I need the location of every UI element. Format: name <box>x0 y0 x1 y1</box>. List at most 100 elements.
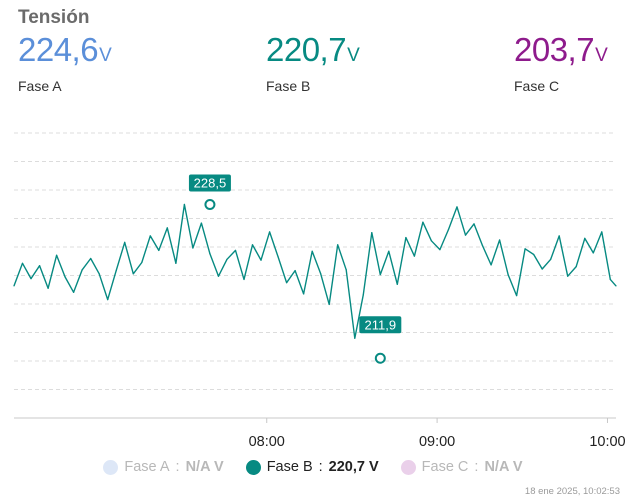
legend-label: Fase C <box>421 459 469 475</box>
data-point <box>124 241 126 243</box>
reading-value-fase-c: 203,7V <box>514 30 608 76</box>
reading-fase-b[interactable]: 220,7V Fase B <box>266 30 360 94</box>
data-point <box>601 231 603 233</box>
data-point <box>175 262 177 264</box>
x-tick-label: 08:00 <box>249 434 285 450</box>
data-point <box>456 206 458 208</box>
x-tick-label: 09:00 <box>419 434 455 450</box>
data-point <box>64 276 66 278</box>
data-point <box>396 283 398 285</box>
x-tick-label: 10:00 <box>589 434 625 450</box>
reading-value-fase-b: 220,7V <box>266 30 360 76</box>
data-point <box>200 222 203 224</box>
data-point <box>115 269 117 272</box>
data-point <box>234 249 237 252</box>
data-point <box>294 269 296 272</box>
data-point <box>217 275 220 277</box>
data-point <box>98 273 100 275</box>
data-point <box>303 293 305 295</box>
data-point <box>311 250 313 252</box>
data-point <box>226 258 228 260</box>
data-point <box>192 247 194 249</box>
data-point <box>183 203 185 206</box>
data-point <box>481 245 484 247</box>
data-point <box>268 231 271 233</box>
data-point <box>107 298 109 301</box>
reading-number: 220,7 <box>266 31 347 68</box>
voltage-line-chart[interactable]: 08:00 09:00 10:00 228,5 211,9 <box>0 120 626 455</box>
data-point <box>379 274 381 276</box>
data-point <box>55 254 58 256</box>
data-point <box>533 253 535 256</box>
data-point <box>413 255 415 257</box>
data-point <box>260 259 262 261</box>
data-point <box>337 244 339 246</box>
data-point <box>615 285 617 287</box>
legend-value: 220,7 V <box>328 459 379 475</box>
min-annotation-box <box>359 316 402 334</box>
last-updated-timestamp: 18 ene 2025, 10:02:53 <box>524 486 620 497</box>
data-point <box>209 253 211 255</box>
data-point <box>371 232 373 234</box>
data-point <box>30 278 32 280</box>
data-point <box>422 221 424 223</box>
data-point <box>320 273 322 275</box>
data-point <box>277 256 279 258</box>
data-point <box>47 287 49 289</box>
data-point <box>354 337 356 339</box>
legend-dot-fase-b <box>245 459 261 475</box>
reading-label-fase-b: Fase B <box>266 78 311 94</box>
data-point <box>13 285 15 287</box>
data-point <box>328 303 330 306</box>
data-point <box>149 235 151 237</box>
data-point <box>141 261 143 264</box>
legend-value: N/A V <box>185 459 224 475</box>
legend-item-fase-c[interactable]: Fase C: N/A V <box>400 459 523 475</box>
data-point <box>132 273 134 275</box>
legend-label: Fase B <box>266 459 313 475</box>
series-line-fase-b <box>13 203 617 339</box>
data-point <box>345 269 347 271</box>
data-point <box>251 244 254 246</box>
max-annotation-box <box>188 174 231 192</box>
reading-fase-a[interactable]: 224,6V Fase A <box>18 30 112 94</box>
chart-legend: Fase A: N/A V Fase B: 220,7 V Fase C: N/… <box>0 459 626 475</box>
max-annotation-marker <box>204 199 216 211</box>
data-point <box>439 249 441 251</box>
legend-item-fase-b[interactable]: Fase B: 220,7 V <box>245 459 379 475</box>
data-point <box>524 248 526 250</box>
max-annotation-label: 228,5 <box>194 176 227 191</box>
legend-value: N/A V <box>484 459 523 475</box>
reading-unit: V <box>595 45 608 66</box>
data-point <box>507 274 509 276</box>
data-point <box>362 294 364 296</box>
data-point <box>81 269 83 271</box>
card-title: Tensión <box>18 7 90 28</box>
legend-dot-fase-a <box>103 459 119 475</box>
reading-fase-c[interactable]: 203,7V Fase C <box>514 30 608 94</box>
legend-label: Fase A <box>124 459 170 475</box>
data-point <box>388 250 390 252</box>
data-point <box>430 240 433 242</box>
data-point <box>73 291 75 293</box>
data-point <box>447 228 450 231</box>
data-point <box>498 239 501 241</box>
data-point <box>38 265 41 267</box>
reading-unit: V <box>99 45 112 66</box>
data-point <box>405 236 407 239</box>
data-point <box>158 249 160 252</box>
data-point <box>541 268 543 270</box>
data-point <box>464 234 467 236</box>
data-point <box>558 235 560 237</box>
legend-item-fase-a[interactable]: Fase A: N/A V <box>103 459 224 475</box>
data-point <box>90 257 92 260</box>
min-annotation-marker <box>374 352 386 364</box>
reading-value-fase-a: 224,6V <box>18 30 112 76</box>
data-point <box>516 294 518 297</box>
reading-label-fase-a: Fase A <box>18 78 62 94</box>
reading-unit: V <box>347 45 360 66</box>
data-point <box>21 262 24 264</box>
data-point <box>550 258 552 260</box>
reading-number: 224,6 <box>18 31 99 68</box>
